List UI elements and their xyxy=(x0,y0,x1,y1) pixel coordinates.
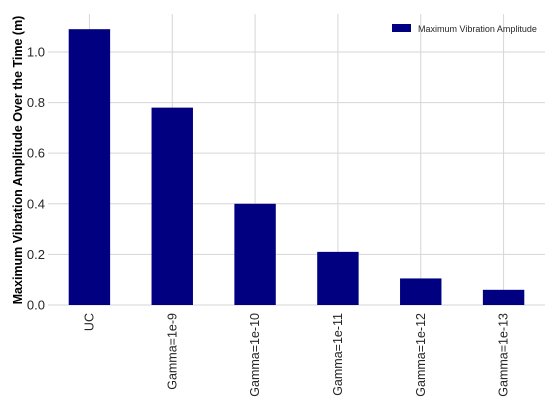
y-tick-label: 0.6 xyxy=(27,146,45,161)
y-tick-label: 0.2 xyxy=(27,247,45,262)
x-tick-label: Gamma=1e-11 xyxy=(331,313,345,396)
bars xyxy=(68,29,525,305)
y-tick-label: 0.4 xyxy=(27,196,45,211)
bar xyxy=(151,107,193,305)
bar xyxy=(482,289,525,305)
bar xyxy=(317,251,359,305)
y-tick-label: 0.8 xyxy=(27,95,45,110)
bar xyxy=(400,278,442,305)
x-tick-label: Gamma=1e-9 xyxy=(165,313,179,390)
y-tick-label: 1.0 xyxy=(27,44,45,59)
y-axis-ticks: 0.0 0.2 0.4 0.6 0.8 1.0 xyxy=(27,44,45,312)
legend: Maximum Vibration Amplitude xyxy=(392,24,537,34)
x-tick-label: Gamma=1e-12 xyxy=(414,313,428,397)
bar xyxy=(234,203,276,305)
bar xyxy=(68,29,111,305)
grid xyxy=(48,14,545,306)
y-tick-label: 0.0 xyxy=(27,298,45,313)
x-tick-label: Gamma=1e-13 xyxy=(497,313,511,397)
x-tick-label: UC xyxy=(82,313,96,331)
legend-label: Maximum Vibration Amplitude xyxy=(418,24,537,34)
legend-swatch xyxy=(392,24,411,32)
x-tick-label: Gamma=1e-10 xyxy=(248,313,262,397)
x-axis-ticks: UC Gamma=1e-9 Gamma=1e-10 Gamma=1e-11 Gamma=… xyxy=(82,313,510,397)
y-axis-title: Maximum Vibration Amplitude Over the Tim… xyxy=(11,16,25,305)
